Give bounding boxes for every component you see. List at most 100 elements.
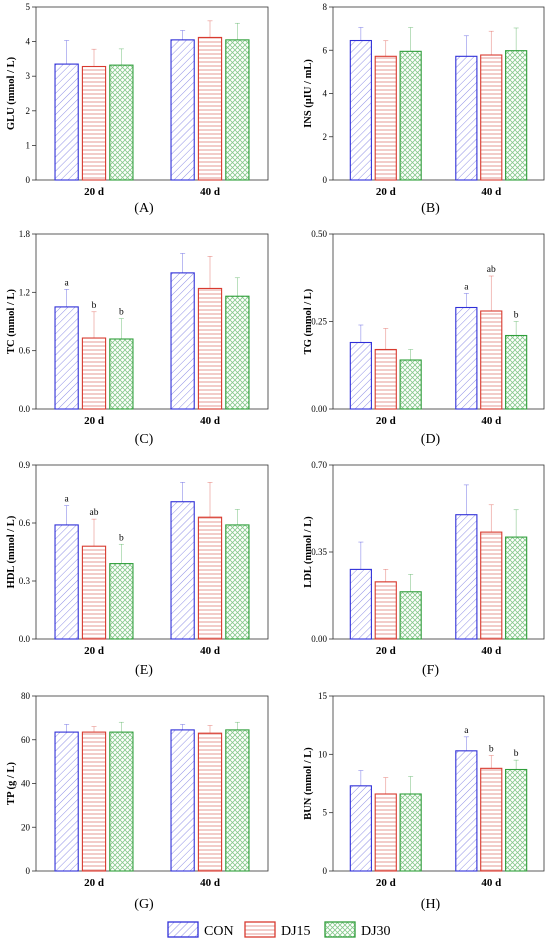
significance-label: ab <box>90 508 99 518</box>
chart-panels: 0 1 2 3 4 5 GLU (mmol / L) 20 d 40 d (A) 0 2 4 6 8 INS … <box>6 2 545 912</box>
axis-frame <box>35 233 269 410</box>
significance-label: a <box>65 278 70 288</box>
bar-con <box>455 514 478 640</box>
bar-dj30 <box>399 359 422 410</box>
significance-label: ab <box>487 265 496 275</box>
y-tick-label: 0 <box>323 866 328 876</box>
y-tick-label: 0 <box>26 866 31 876</box>
y-tick-label: 0 <box>26 175 31 185</box>
bar-dj15 <box>197 516 223 640</box>
legend-item-dj30: DJ30 <box>324 921 391 939</box>
y-tick-label: 5 <box>26 2 31 12</box>
axis-frame <box>35 6 269 181</box>
bar-dj15 <box>374 55 397 181</box>
bar-dj15 <box>81 65 107 181</box>
y-tick-label: 0.9 <box>19 460 31 470</box>
significance-label: b <box>92 301 97 311</box>
y-axis-label: BUN (mmol / L) <box>303 747 314 820</box>
panel-label: (G) <box>134 897 154 912</box>
bar-dj30 <box>505 768 528 872</box>
bar-dj15 <box>374 348 397 410</box>
panel-label: (D) <box>421 432 441 447</box>
legend-swatch <box>244 921 276 938</box>
y-tick-label: 0.00 <box>311 634 327 644</box>
chart-panel: 0.0 0.6 1.2 1.8 TC (mmol / L) a b b 20 d 40 d (C) <box>6 229 269 447</box>
y-tick-label: 1 <box>26 140 31 150</box>
panel-label: (A) <box>134 201 154 216</box>
y-tick-label: 0.25 <box>311 317 327 327</box>
y-tick-label: 6 <box>323 45 328 55</box>
bar-con <box>54 524 79 640</box>
bar-dj30 <box>225 524 250 640</box>
bar-dj15 <box>197 287 223 410</box>
legend-label: CON <box>204 924 234 939</box>
bar-con <box>170 501 195 640</box>
legend-swatch <box>167 921 199 938</box>
panel-label: (H) <box>421 897 441 912</box>
bar-dj30 <box>505 334 528 410</box>
y-tick-label: 0.70 <box>311 460 327 470</box>
category-label: 20 d <box>84 186 104 198</box>
y-tick-label: 2 <box>26 106 31 116</box>
y-tick-label: 0.6 <box>19 518 31 528</box>
y-tick-label: 20 <box>21 822 31 832</box>
legend: CON DJ15 DJ30 <box>167 921 391 939</box>
bar-dj15 <box>81 545 107 640</box>
y-tick-label: 5 <box>323 808 328 818</box>
bar-con <box>455 306 478 410</box>
category-label: 40 d <box>481 877 501 889</box>
y-tick-label: 0.6 <box>19 346 31 356</box>
category-label: 40 d <box>200 877 220 889</box>
bar-dj30 <box>109 338 134 410</box>
y-tick-label: 4 <box>26 37 31 47</box>
bar-dj15 <box>480 54 503 181</box>
y-tick-label: 0.0 <box>19 634 31 644</box>
axis-frame <box>35 464 269 640</box>
bar-dj30 <box>505 536 528 640</box>
category-label: 20 d <box>376 877 396 889</box>
y-axis-label: LDL (mmol / L) <box>303 516 314 588</box>
panel-label: (E) <box>135 663 153 678</box>
category-label: 20 d <box>376 415 396 427</box>
significance-label: a <box>464 283 469 293</box>
chart-panel: 0.0 0.3 0.6 0.9 HDL (mmol / L) a ab b 20 d 40 d (E… <box>6 460 269 678</box>
bar-con <box>349 785 372 872</box>
bar-dj15 <box>374 793 397 872</box>
bar-dj30 <box>109 64 134 181</box>
y-axis-label: TP (g / L) <box>6 762 17 805</box>
bar-dj15 <box>480 310 503 410</box>
bar-con <box>54 731 79 872</box>
category-label: 40 d <box>200 415 220 427</box>
legend-label: DJ15 <box>281 924 311 939</box>
bar-dj15 <box>374 581 397 640</box>
bar-con <box>170 729 195 872</box>
chart-panel: 0.00 0.35 0.70 LDL (mmol / L) 20 d 40 d (F) <box>303 460 545 678</box>
bar-dj30 <box>399 50 422 181</box>
y-axis-label: TG (mmol / L) <box>303 288 314 354</box>
y-tick-label: 8 <box>323 2 328 12</box>
bar-con <box>349 341 372 410</box>
y-axis-label: GLU (mmol / L) <box>6 56 17 130</box>
bar-con <box>54 63 79 181</box>
significance-label: b <box>119 533 124 543</box>
legend-label: DJ30 <box>361 924 391 939</box>
y-tick-label: 0.00 <box>311 404 327 414</box>
bar-dj15 <box>81 337 107 410</box>
y-tick-label: 0 <box>323 175 328 185</box>
y-tick-label: 3 <box>26 71 31 81</box>
significance-label: b <box>119 308 124 318</box>
significance-label: a <box>65 495 70 505</box>
y-tick-label: 4 <box>323 89 328 99</box>
bar-dj15 <box>197 36 223 181</box>
y-tick-label: 15 <box>318 691 328 701</box>
bar-dj15 <box>81 731 107 872</box>
category-label: 20 d <box>84 645 104 657</box>
y-tick-label: 10 <box>318 749 328 759</box>
chart-panel: 0 20 40 60 80 TP (g / L) 20 d 40 d (G) <box>6 691 269 912</box>
bar-dj30 <box>399 591 422 640</box>
category-label: 40 d <box>200 186 220 198</box>
chart-panel: 0 5 10 15 BUN (mmol / L) 20 d a b b 40 d (H) <box>303 691 545 912</box>
significance-label: a <box>464 726 469 736</box>
bar-dj15 <box>480 531 503 640</box>
